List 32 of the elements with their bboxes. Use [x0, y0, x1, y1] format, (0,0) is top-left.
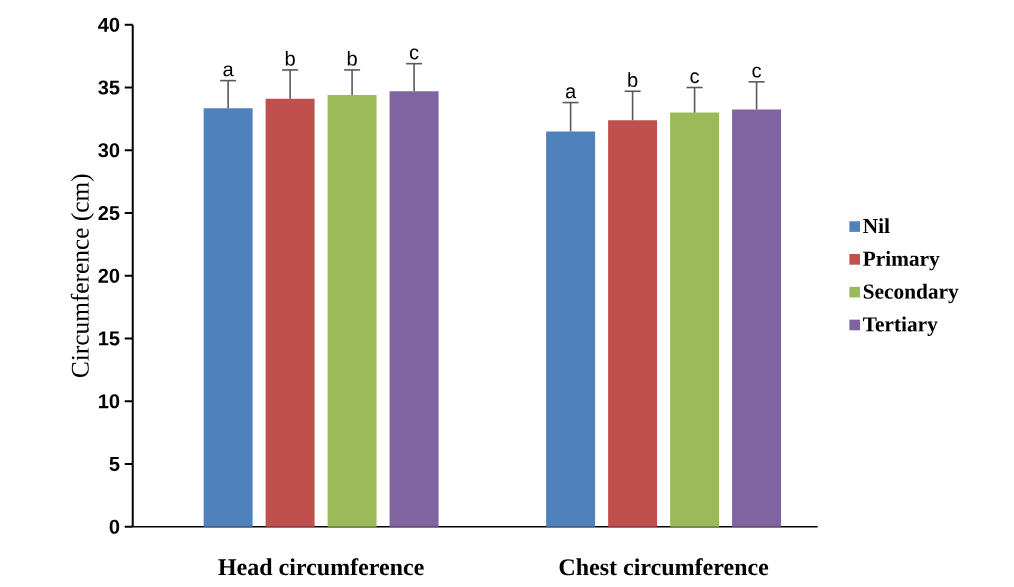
annotation: c [409, 48, 419, 60]
bar [546, 131, 596, 527]
bar [203, 108, 253, 527]
annotation: b [628, 72, 638, 88]
bar [265, 98, 315, 527]
y-tick-label: 10 [99, 394, 120, 409]
x-tick-label: Head circumference [218, 558, 424, 576]
legend-label: Tertiary [863, 316, 938, 336]
bar [732, 109, 782, 527]
legend-label: Primary [863, 250, 940, 271]
y-tick-label: 0 [109, 519, 120, 534]
annotation: b [285, 50, 295, 66]
y-axis-title: Circumference (cm) [70, 174, 94, 378]
annotation: a [565, 87, 577, 99]
y-tick-label: 20 [98, 268, 120, 283]
y-tick-label: 5 [109, 457, 120, 471]
annotation: a [223, 65, 234, 77]
x-tick-label: Chest circumference [559, 558, 769, 576]
y-tick-label: 30 [98, 143, 120, 158]
bar [389, 91, 439, 527]
legend-label: Nil [863, 218, 890, 233]
bar [327, 95, 377, 527]
y-tick-label: 40 [98, 17, 120, 32]
bar [608, 120, 658, 527]
y-tick-label: 35 [98, 80, 120, 95]
bar [670, 112, 720, 527]
annotation: c [690, 72, 700, 84]
annotation: c [752, 66, 762, 78]
y-tick-label: 15 [99, 331, 120, 346]
annotation: b [347, 50, 357, 66]
y-tick-label: 25 [98, 205, 120, 221]
legend-label: Secondary [863, 283, 959, 304]
